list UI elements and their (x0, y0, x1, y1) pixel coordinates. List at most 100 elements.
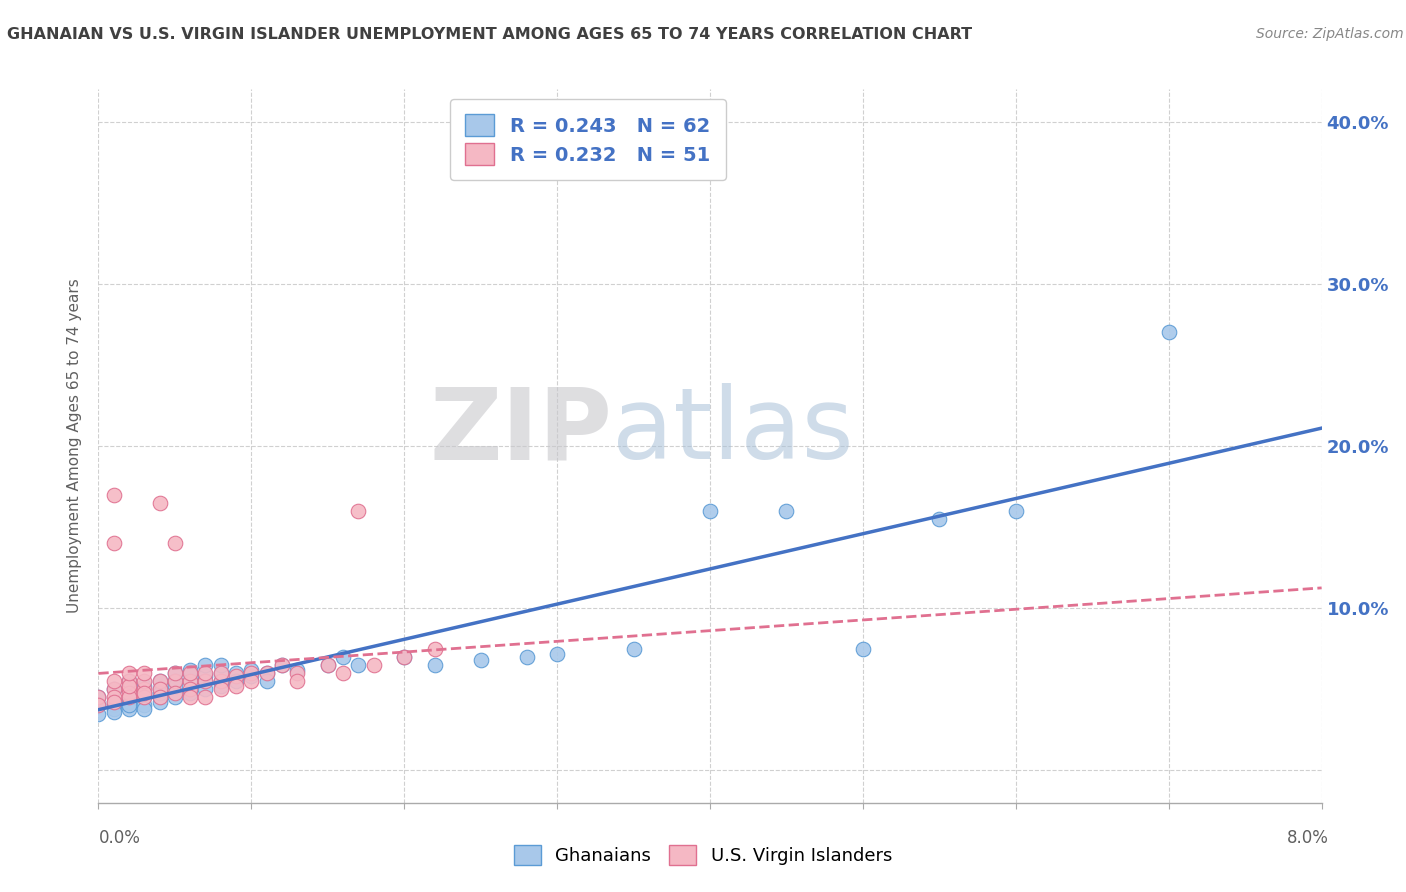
Point (163, 536, 186, 550)
Point (546, 647, 568, 661)
Point (103, 702, 125, 716)
Point (103, 695, 125, 709)
Point (134, 698, 156, 713)
Point (118, 674, 141, 689)
Point (179, 666, 201, 681)
Point (134, 682, 156, 697)
Point (270, 657, 294, 672)
Point (163, 666, 186, 681)
Point (240, 663, 263, 677)
Point (103, 705, 125, 719)
Point (163, 679, 186, 693)
Point (285, 663, 308, 677)
Point (103, 690, 125, 705)
Point (209, 674, 232, 689)
Point (134, 702, 156, 716)
Point (179, 663, 201, 677)
Point (256, 666, 278, 681)
Point (103, 674, 125, 689)
Point (87, 698, 110, 713)
Point (240, 674, 263, 689)
Point (423, 641, 446, 656)
Point (149, 674, 172, 689)
Point (194, 674, 217, 689)
Legend: R = 0.243   N = 62, R = 0.232   N = 51: R = 0.243 N = 62, R = 0.232 N = 51 (450, 99, 725, 180)
Point (392, 649, 416, 664)
Point (225, 674, 247, 689)
Point (103, 698, 125, 713)
Point (103, 695, 125, 709)
Text: atlas: atlas (612, 384, 853, 480)
Point (149, 690, 172, 705)
Point (118, 702, 141, 716)
Point (194, 674, 217, 689)
Point (194, 666, 217, 681)
Text: ZIP: ZIP (429, 384, 612, 480)
Point (87, 706, 110, 721)
Point (270, 657, 294, 672)
Point (209, 674, 232, 689)
Point (209, 679, 232, 693)
Point (149, 674, 172, 689)
Point (179, 674, 201, 689)
Point (285, 674, 308, 689)
Point (256, 674, 278, 689)
Point (87, 690, 110, 705)
Text: GHANAIAN VS U.S. VIRGIN ISLANDER UNEMPLOYMENT AMONG AGES 65 TO 74 YEARS CORRELAT: GHANAIAN VS U.S. VIRGIN ISLANDER UNEMPLO… (7, 27, 972, 42)
Point (194, 657, 217, 672)
Point (118, 682, 141, 697)
Point (775, 504, 797, 518)
Point (118, 674, 141, 689)
Point (134, 690, 156, 705)
Point (470, 653, 492, 667)
Point (179, 674, 201, 689)
Point (316, 657, 339, 672)
Point (194, 669, 217, 683)
Point (194, 682, 217, 697)
Point (134, 666, 156, 681)
Point (852, 641, 875, 656)
Point (87, 690, 110, 705)
Point (516, 649, 538, 664)
Point (134, 685, 156, 699)
Point (149, 690, 172, 705)
Point (209, 666, 232, 681)
Point (134, 685, 156, 699)
Point (149, 682, 172, 697)
Point (103, 488, 125, 502)
Point (163, 690, 186, 705)
Point (179, 682, 201, 697)
Point (87, 698, 110, 713)
Point (392, 649, 416, 664)
Point (103, 536, 125, 550)
Point (363, 657, 385, 672)
Point (134, 690, 156, 705)
Point (103, 682, 125, 697)
Point (163, 685, 186, 699)
Point (332, 666, 354, 681)
Point (332, 649, 354, 664)
Point (118, 695, 141, 709)
Point (134, 679, 156, 693)
Point (149, 496, 172, 510)
Point (134, 674, 156, 689)
Point (163, 674, 186, 689)
Point (149, 682, 172, 697)
Point (209, 666, 232, 681)
Point (149, 695, 172, 709)
Point (163, 666, 186, 681)
Point (179, 666, 201, 681)
Point (103, 682, 125, 697)
Point (256, 666, 278, 681)
Point (163, 674, 186, 689)
Point (240, 666, 263, 681)
Point (240, 669, 263, 683)
Point (194, 690, 217, 705)
Point (118, 666, 141, 681)
Point (118, 679, 141, 693)
Point (928, 512, 950, 526)
Point (209, 657, 232, 672)
Point (225, 669, 247, 683)
Point (1157, 326, 1180, 340)
Point (149, 685, 172, 699)
